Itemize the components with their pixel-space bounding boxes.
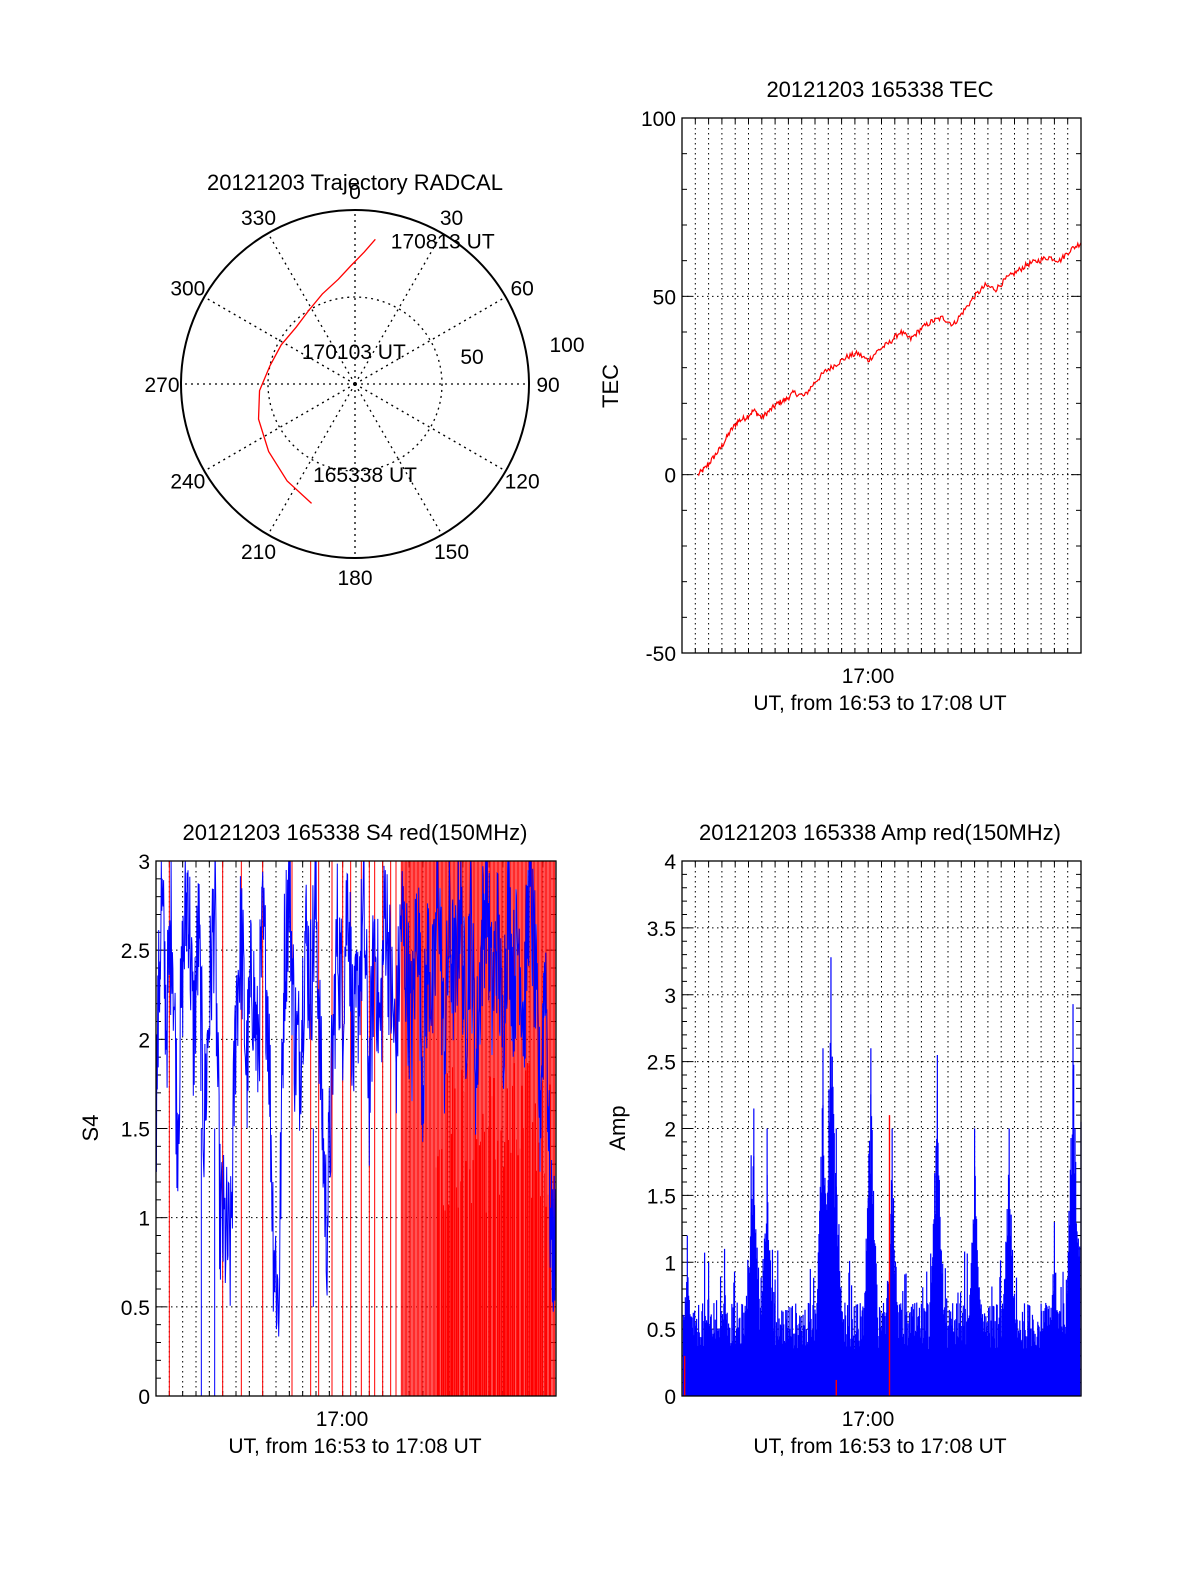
polar-azimuth-label: 210 [241, 541, 276, 564]
polar-spoke-330 [267, 232, 356, 385]
polar-azimuth-label: 60 [510, 278, 533, 301]
s4-blue-line [156, 861, 556, 1337]
polar-azimuth-label: 90 [536, 374, 559, 397]
amp-ytick-label: 0.5 [647, 1319, 676, 1342]
polar-spoke-240 [203, 383, 356, 472]
s4-ylabel: S4 [78, 1115, 103, 1142]
polar-ring-50 [267, 296, 443, 472]
s4-xlabel: UT, from 16:53 to 17:08 UT [228, 1435, 481, 1458]
amp-ytick-label: 2.5 [647, 1052, 676, 1075]
polar-spoke-30 [354, 232, 443, 385]
s4-plot: 20121203 165338 S4 red(150MHz) S4 17:00 … [78, 820, 557, 1458]
tec-ytick-label: -50 [646, 643, 676, 666]
s4-ytick-label: 0 [138, 1386, 150, 1409]
polar-outer-circle [180, 209, 530, 559]
s4-ytick-label: 2.5 [121, 940, 150, 963]
s4-ytick-labels: 0 0.5 1 1.5 2 2.5 3 [121, 851, 150, 1409]
polar-annotation: 165338 UT [313, 464, 417, 487]
tec-series-line [697, 241, 1082, 477]
polar-grid [180, 209, 530, 559]
polar-azimuth-label: 150 [434, 541, 469, 564]
polar-radial-label: 100 [549, 334, 584, 357]
polar-azimuth-label: 270 [144, 374, 179, 397]
amp-ytick-label: 4 [664, 851, 676, 874]
tec-xtick-label: 17:00 [842, 665, 895, 688]
s4-marks [156, 861, 556, 1396]
polar-spoke-120 [354, 383, 507, 472]
polar-spoke-300 [203, 296, 356, 385]
tec-title: 20121203 165338 TEC [766, 77, 993, 102]
amp-xtick-label: 17:00 [842, 1408, 895, 1431]
s4-ytick-label: 3 [138, 851, 150, 874]
amp-ytick-label: 3.5 [647, 918, 676, 941]
amp-ytick-label: 1.5 [647, 1185, 676, 1208]
polar-azimuth-label: 300 [170, 278, 205, 301]
amp-plot-area: 0 0.5 1 1.5 2 2.5 3 3.5 4 [647, 851, 1082, 1409]
tec-xlabel: UT, from 16:53 to 17:08 UT [753, 692, 1006, 715]
tec-ytick-label: 50 [653, 286, 676, 309]
amp-ytick-label: 0 [664, 1386, 676, 1409]
amp-ytick-label: 3 [664, 985, 676, 1008]
amp-ylabel: Amp [605, 1105, 630, 1150]
amp-ytick-label: 2 [664, 1119, 676, 1142]
polar-spoke-210 [267, 383, 356, 536]
amp-title: 20121203 165338 Amp red(150MHz) [699, 820, 1061, 845]
tec-plot: 20121203 165338 TEC TEC 17:00 UT, from 1… [598, 77, 1082, 715]
amp-marks [682, 957, 1082, 1396]
s4-frame [155, 860, 557, 1397]
polar-trajectory-line [257, 238, 376, 504]
amp-xlabel: UT, from 16:53 to 17:08 UT [753, 1435, 1006, 1458]
amp-ytick-label: 1 [664, 1252, 676, 1275]
polar-spoke-60 [354, 296, 507, 385]
s4-ytick-label: 1.5 [121, 1119, 150, 1142]
polar-annotation: 170103 UT [302, 341, 406, 364]
s4-xtick-label: 17:00 [316, 1408, 369, 1431]
polar-spoke-150 [354, 383, 443, 536]
polar-trajectory: 170813 UT 170103 UT 165338 UT [257, 230, 495, 504]
tec-ytick-label: 100 [641, 108, 676, 131]
amp-plot: 20121203 165338 Amp red(150MHz) Amp 17:0… [605, 820, 1082, 1458]
polar-radial-label: 50 [460, 346, 483, 369]
tec-frame [681, 117, 1082, 654]
amp-ytick-labels: 0 0.5 1 1.5 2 2.5 3 3.5 4 [647, 851, 677, 1409]
tec-ylabel: TEC [598, 364, 623, 408]
polar-labels: 0 30 60 90 120 150 180 210 240 270 300 330 50 100 [144, 181, 584, 590]
s4-ytick-label: 1 [138, 1208, 150, 1231]
amp-frame [681, 860, 1082, 1397]
s4-ytick-label: 0.5 [121, 1297, 150, 1320]
s4-ytick-label: 2 [138, 1029, 150, 1052]
polar-azimuth-label: 30 [440, 207, 463, 230]
polar-title: 20121203 Trajectory RADCAL [207, 170, 503, 195]
polar-azimuth-label: 330 [241, 207, 276, 230]
s4-plot-area: 0 0.5 1 1.5 2 2.5 3 [121, 851, 557, 1409]
polar-azimuth-label: 120 [505, 471, 540, 494]
s4-title: 20121203 165338 S4 red(150MHz) [183, 820, 528, 845]
polar-azimuth-label: 180 [337, 567, 372, 590]
polar-azimuth-label: 0 [349, 181, 361, 204]
tec-plot-area: -50 0 50 100 [641, 108, 1082, 666]
tec-grid [682, 118, 1081, 653]
polar-trajectory-plot: 20121203 Trajectory RADCAL 0 30 60 90 120 150… [144, 170, 584, 590]
polar-azimuth-label: 240 [170, 471, 205, 494]
tec-ytick-label: 0 [664, 465, 676, 488]
polar-annotation: 170813 UT [391, 230, 495, 253]
tec-ytick-labels: -50 0 50 100 [641, 108, 676, 666]
